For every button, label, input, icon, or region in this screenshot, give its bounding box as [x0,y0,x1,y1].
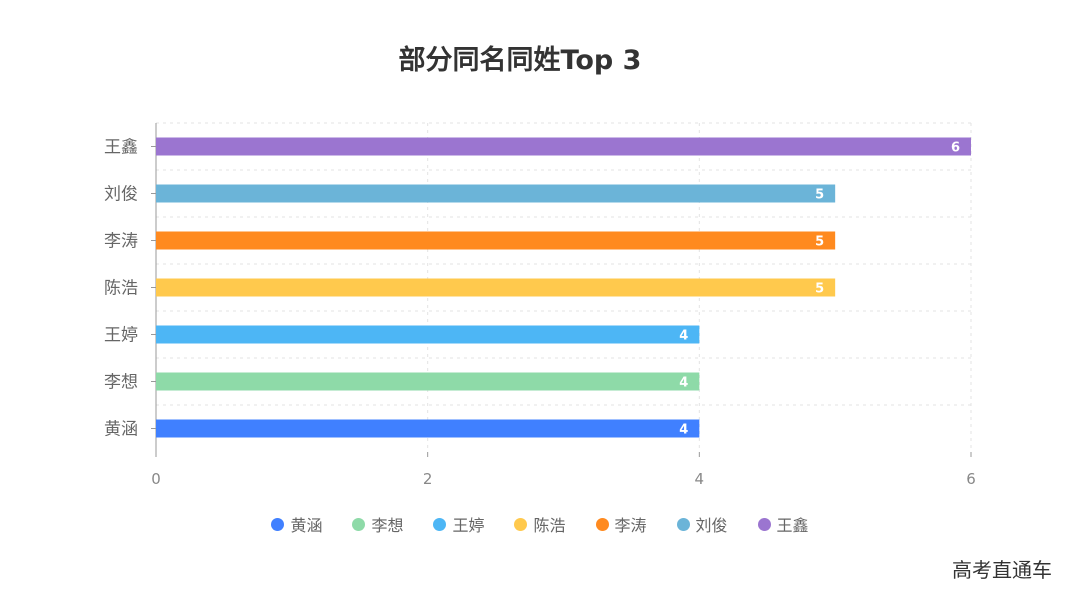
bar-value-label: 5 [815,235,824,250]
legend-label: 王婷 [452,516,485,535]
bar-李想[interactable] [156,372,700,391]
bar-刘俊[interactable] [156,184,836,203]
y-tick-label: 黄涵 [104,420,138,440]
x-tick-label: 0 [151,470,161,488]
legend-item[interactable]: 李想 [352,512,403,536]
y-tick-label: 王鑫 [104,138,138,158]
bar-value-label: 4 [679,376,688,391]
legend-label: 陈浩 [533,516,566,535]
bar-value-label: 4 [679,423,688,438]
legend-label: 王鑫 [776,516,809,535]
chart-legend: 黄涵 李想 王婷 陈浩 李涛 刘俊 王鑫 [0,510,1080,538]
bar-value-label: 6 [951,141,960,156]
bar-王鑫[interactable] [156,137,971,156]
legend-item[interactable]: 王婷 [433,512,484,536]
legend-item[interactable]: 黄涵 [271,512,322,536]
bar-value-label: 4 [679,329,688,344]
bar-李涛[interactable] [156,231,836,250]
watermark-text: 高考直通车 [952,558,1052,582]
legend-label: 李想 [371,516,404,535]
legend-dot-icon [352,517,366,531]
legend-label: 刘俊 [695,516,728,535]
x-tick-label: 6 [966,470,976,488]
legend-item[interactable]: 刘俊 [676,512,728,536]
y-tick-label: 陈浩 [104,279,138,299]
legend-dot-icon [514,517,528,531]
x-tick-label: 4 [695,470,705,488]
legend-item[interactable]: 王鑫 [757,512,809,536]
legend-label: 黄涵 [290,516,323,535]
legend-dot-icon [676,517,690,531]
chart-title: 部分同名同姓Top 3 [398,45,642,76]
label-layer: 4 4 4 5 5 5 6 [679,141,960,438]
bar-王婷[interactable] [156,325,700,344]
legend-item[interactable]: 李涛 [595,512,647,536]
bar-value-label: 5 [815,282,824,297]
legend-item[interactable]: 陈浩 [514,512,566,536]
legend-dot-icon [433,517,447,531]
legend-dot-icon [595,517,609,531]
grid-layer [156,122,972,452]
y-tick-label: 刘俊 [104,185,138,205]
bar-layer [156,137,971,438]
legend-label: 李涛 [614,516,647,535]
x-tick-label: 2 [423,470,433,488]
legend-dot-icon [757,517,771,531]
axis-layer: 0 2 4 6 黄涵 李想 王婷 陈浩 李涛 刘俊 王鑫 [104,123,976,488]
bar-value-label: 5 [815,188,824,203]
bar-陈浩[interactable] [156,278,836,297]
y-tick-label: 李涛 [104,232,138,252]
legend-dot-icon [271,517,285,531]
y-tick-label: 王婷 [104,326,138,346]
bar-黄涵[interactable] [156,419,700,438]
y-tick-label: 李想 [104,373,138,393]
